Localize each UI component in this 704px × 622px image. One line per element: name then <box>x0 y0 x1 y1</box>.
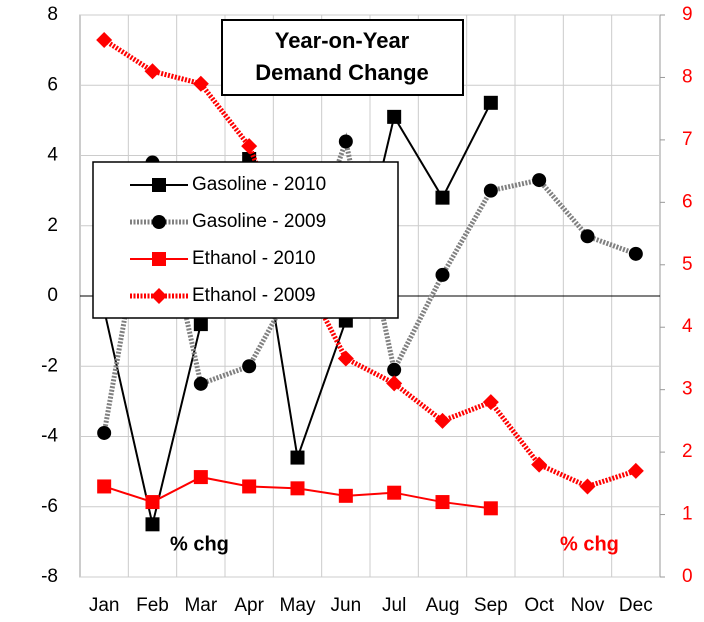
marker <box>579 478 596 495</box>
title-box <box>221 19 464 96</box>
marker <box>242 359 257 374</box>
y-tick-label: -4 <box>41 426 58 447</box>
y-tick-label: -6 <box>41 496 58 517</box>
y-tick-label: 6 <box>47 74 58 95</box>
marker <box>144 63 161 80</box>
x-tick-label: Feb <box>136 595 169 616</box>
x-tick-label: Mar <box>184 595 217 616</box>
y-tick-label: 0 <box>47 285 58 306</box>
marker <box>338 488 353 503</box>
marker <box>96 31 113 48</box>
marker <box>627 462 644 479</box>
marker <box>151 288 167 304</box>
y-tick-label: 8 <box>47 4 58 25</box>
marker <box>435 190 450 205</box>
marker <box>145 495 160 510</box>
marker <box>193 470 208 485</box>
marker <box>241 138 258 155</box>
marker <box>192 75 209 92</box>
legend-label: Ethanol - 2009 <box>192 285 316 306</box>
legend-box <box>92 161 399 319</box>
y2-tick-label: 8 <box>682 66 693 87</box>
marker <box>628 246 643 261</box>
y2-axis-label: % chg <box>560 533 619 555</box>
marker <box>97 425 112 440</box>
marker <box>145 517 160 532</box>
x-tick-label: Nov <box>571 595 605 616</box>
marker <box>435 495 450 510</box>
marker <box>152 178 166 192</box>
x-tick-label: Jul <box>382 595 406 616</box>
marker <box>193 376 208 391</box>
y2-tick-label: 1 <box>682 504 693 525</box>
y2-tick-label: 3 <box>682 379 693 400</box>
x-tick-label: Aug <box>426 595 460 616</box>
legend-label: Ethanol - 2010 <box>192 248 316 269</box>
y2-tick-label: 7 <box>682 129 693 150</box>
marker <box>483 95 498 110</box>
y2-tick-label: 6 <box>682 191 693 212</box>
x-tick-label: Oct <box>524 595 554 616</box>
x-tick-label: Dec <box>619 595 653 616</box>
y-tick-label: 4 <box>47 145 58 166</box>
marker <box>387 109 402 124</box>
y2-tick-label: 0 <box>682 566 693 587</box>
marker <box>290 450 305 465</box>
y-tick-label: 2 <box>47 215 58 236</box>
marker <box>290 481 305 496</box>
marker <box>337 350 354 367</box>
marker <box>483 183 498 198</box>
series-line <box>102 37 637 490</box>
chart-title: Year-on-Year <box>275 28 410 53</box>
legend-label: Gasoline - 2009 <box>192 211 326 232</box>
marker <box>387 485 402 500</box>
x-tick-label: Jan <box>89 595 120 616</box>
y2-tick-label: 4 <box>682 316 693 337</box>
marker <box>531 456 548 473</box>
marker <box>387 362 402 377</box>
marker <box>386 375 403 392</box>
marker <box>435 267 450 282</box>
chart-title: Demand Change <box>255 60 429 85</box>
y-tick-label: -8 <box>41 566 58 587</box>
marker <box>532 173 547 188</box>
y-tick-label: -2 <box>41 355 58 376</box>
x-tick-label: Sep <box>474 595 508 616</box>
x-tick-label: May <box>280 595 316 616</box>
x-tick-label: Jun <box>331 595 362 616</box>
marker <box>193 317 208 332</box>
y2-tick-label: 5 <box>682 254 693 275</box>
marker <box>242 479 257 494</box>
marker <box>152 252 166 266</box>
marker <box>434 412 451 429</box>
marker <box>338 134 353 149</box>
marker <box>580 229 595 244</box>
marker <box>97 479 112 494</box>
marker <box>483 501 498 516</box>
y-axis-label: % chg <box>170 533 229 555</box>
x-tick-label: Apr <box>234 595 264 616</box>
y2-tick-label: 9 <box>682 4 693 25</box>
legend-label: Gasoline - 2010 <box>192 174 326 195</box>
marker <box>152 215 166 229</box>
marker <box>482 394 499 411</box>
y2-tick-label: 2 <box>682 441 693 462</box>
